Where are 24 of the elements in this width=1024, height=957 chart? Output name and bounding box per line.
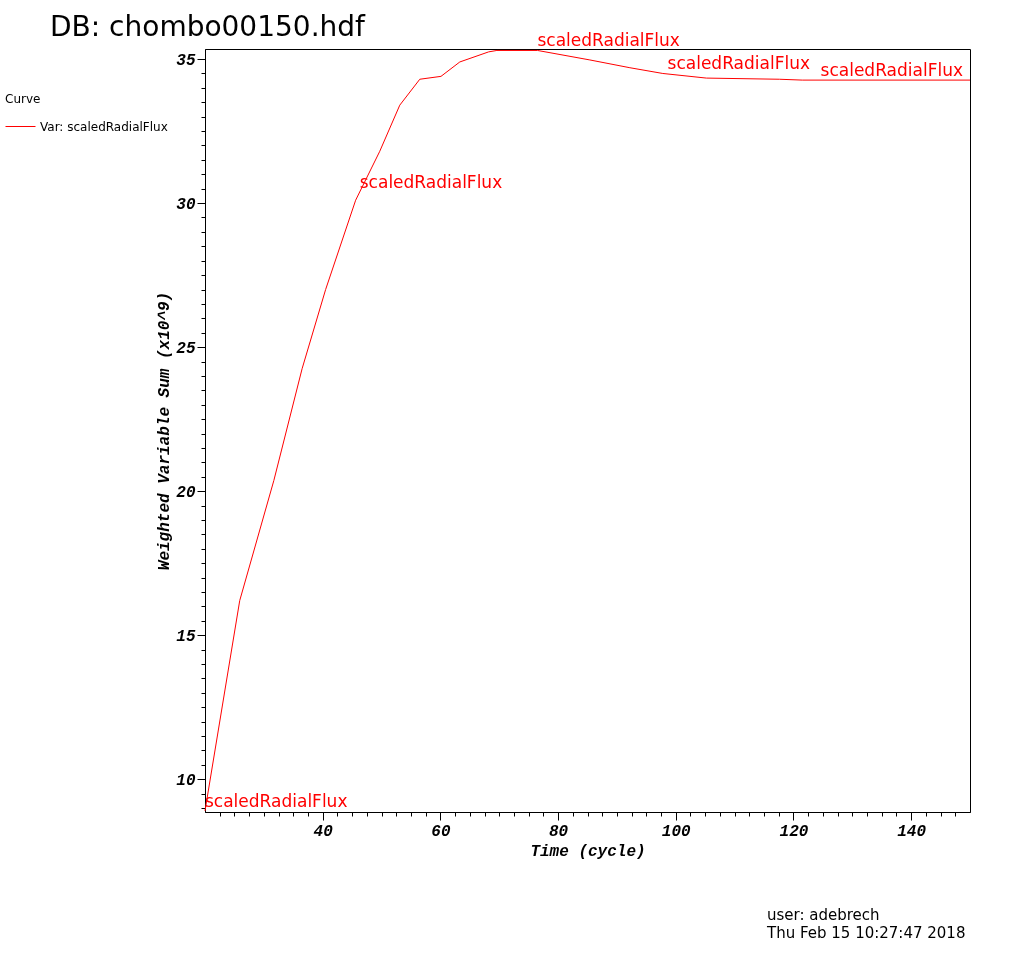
y-tick-label: 10 bbox=[176, 771, 196, 790]
x-axis-title: Time (cycle) bbox=[530, 842, 646, 861]
chart-title: DB: chombo00150.hdf bbox=[50, 10, 367, 44]
x-tick-label: 140 bbox=[897, 822, 927, 841]
y-tick-label: 25 bbox=[176, 339, 196, 358]
annotation: scaledRadialFlux bbox=[820, 60, 963, 81]
x-tick-label: 80 bbox=[548, 822, 569, 841]
y-axis-title: Weighted Variable Sum (x10^9) bbox=[156, 291, 175, 571]
annotation: scaledRadialFlux bbox=[667, 53, 810, 74]
x-tick-label: 100 bbox=[661, 822, 692, 841]
line-series bbox=[204, 49, 971, 812]
y-tick-label: 15 bbox=[176, 627, 196, 646]
legend-label: Var: scaledRadialFlux bbox=[40, 119, 168, 134]
annotation: scaledRadialFlux bbox=[205, 790, 348, 811]
text: Thu Feb 15 10:27:47 2018 bbox=[766, 924, 966, 942]
y-tick-label: 20 bbox=[176, 483, 196, 502]
y-tick-label: 30 bbox=[176, 195, 196, 214]
y-tick-label: 35 bbox=[176, 51, 196, 70]
x-tick-label: 40 bbox=[313, 822, 334, 841]
annotation: scaledRadialFlux bbox=[537, 30, 680, 51]
text: user: adebrech bbox=[767, 906, 880, 924]
x-tick-label: 120 bbox=[779, 822, 809, 841]
legend-title: Curve bbox=[5, 92, 41, 106]
x-tick-label: 60 bbox=[431, 822, 451, 841]
